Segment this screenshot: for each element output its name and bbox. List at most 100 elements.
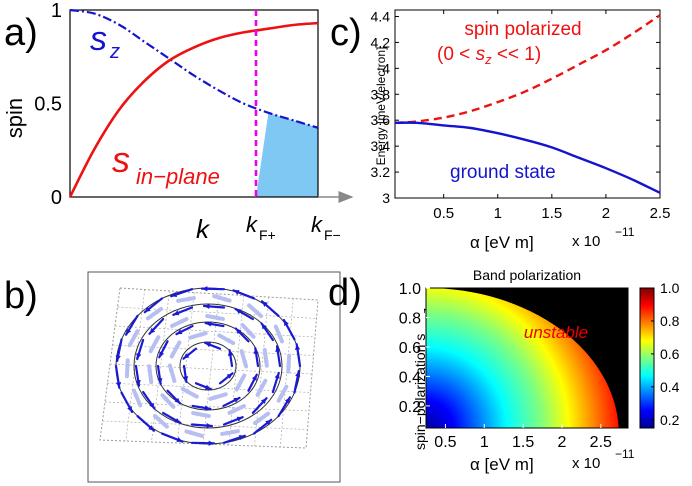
spin-arrow-head: [284, 397, 290, 404]
spin-arrow-faded-head: [227, 338, 234, 344]
xtick-kf-minus-sub: F−: [324, 227, 341, 243]
panel-b: b): [4, 271, 341, 483]
stable-region: [426, 288, 619, 428]
spin-arrow-head: [227, 350, 233, 356]
xtick-label-c: 0.5: [433, 205, 454, 222]
spin-arrow-head: [149, 402, 155, 409]
spin-arrow-faded-head: [133, 390, 139, 397]
series-label-sin-main: s: [112, 139, 130, 180]
ytick-label-a: 1: [51, 0, 62, 22]
panel-d: d) Band polarization spin−polarization s…: [328, 267, 680, 474]
ytick-label-d: 0.4: [399, 369, 421, 386]
spin-arrow-head: [159, 351, 165, 358]
spin-arrow-head: [260, 398, 267, 404]
annotation-spin-polarized: spin polarized (0 < sz << 1): [437, 19, 582, 67]
ytick-label-c: 3.6: [371, 112, 391, 128]
colorbar-tick-label: 0.4: [660, 379, 680, 395]
spin-arrow-head: [176, 329, 183, 335]
spin-arrow-head: [233, 397, 240, 403]
spin-arrow-head: [204, 303, 210, 310]
series-label-sin-sub: in−plane: [136, 164, 220, 189]
spin-arrow-faded-head: [210, 394, 217, 400]
spin-arrow-faded-head: [285, 366, 292, 372]
xtick-label-d: 2.5: [590, 434, 612, 451]
spin-arrow-head: [148, 425, 155, 431]
ylabel-d-main: spin−polarization s: [412, 334, 428, 450]
series-sin-line: [68, 21, 319, 198]
grid-line: [228, 295, 245, 446]
spin-arrow-head: [283, 320, 289, 326]
spin-arrow-head: [115, 382, 122, 388]
series-label-sz-sub: z: [109, 41, 120, 63]
spin-arrow-head: [204, 384, 211, 390]
spin-arrow-faded-head: [255, 417, 261, 423]
spin-arrow-head: [205, 321, 212, 327]
ytick-label-c: 3.8: [371, 86, 391, 102]
spin-arrow-head: [173, 310, 180, 316]
spin-arrow-faded-head: [147, 366, 153, 372]
ytick-label-c: 4: [382, 60, 390, 76]
spin-arrow-faded-head: [186, 430, 193, 436]
xtick-kf-plus-main: k: [246, 212, 258, 237]
ytick-label-d: 0.8: [399, 310, 421, 327]
colorbar-tick-label: 0.2: [660, 412, 680, 428]
spin-arrow-head: [294, 344, 301, 350]
spin-arrow-faded-head: [217, 315, 223, 321]
spin-arrow-faded-head: [188, 296, 194, 302]
ylabel-c: Energy [meV/electron]: [374, 47, 388, 166]
spin-arrow-head: [126, 328, 132, 335]
colorbar-tick-label: 0.8: [660, 313, 680, 329]
spin-arrow-head: [233, 289, 240, 295]
shaded-region: [256, 112, 318, 197]
spin-texture-plot: [99, 286, 319, 449]
x-exponent-d: x 10 −11: [572, 447, 635, 472]
spin-arrow-faded-head: [154, 415, 161, 422]
colorbar-bar: [639, 287, 655, 429]
series-label-sz: s z: [90, 20, 120, 63]
spin-arrow-head: [251, 374, 257, 381]
grid-line: [176, 292, 195, 444]
panel-label-c: c): [330, 12, 362, 54]
spin-arrow-faded-head: [162, 395, 169, 401]
spin-arrow-faded-head: [263, 360, 269, 366]
series-spin-polarized-line: [394, 14, 661, 124]
ytick-label-a: 0.5: [34, 94, 62, 116]
spin-arrow-faded-head: [199, 332, 206, 338]
spin-arrow-faded-head: [132, 331, 138, 338]
spin-arrow-head: [261, 323, 267, 330]
spin-arrow-faded-head: [277, 335, 283, 342]
spin-arrow-faded-head: [155, 309, 161, 315]
series-label-sin: s in−plane: [112, 139, 220, 189]
spin-arrow-faded-head: [229, 408, 236, 413]
xtick-label-d: 2: [558, 434, 567, 451]
xlabel-a: k: [196, 214, 211, 244]
spin-arrow-head: [176, 437, 183, 443]
xtick-label-d: 1: [480, 434, 489, 451]
ytick-label-d: 0.2: [399, 399, 421, 416]
colorbar-tick-label: 0.6: [660, 346, 680, 362]
spin-arrow-faded-head: [174, 342, 180, 349]
spin-arrow-head: [206, 422, 212, 429]
xtick-label-c: 2: [602, 205, 610, 222]
spin-arrow-head: [253, 348, 259, 354]
spin-arrow-head: [171, 292, 178, 297]
ytick-label-c: 3.2: [371, 164, 391, 180]
spin-arrow-faded-head: [182, 388, 189, 394]
series-sz-line: [69, 8, 319, 129]
grid-plane: [99, 287, 319, 449]
spin-arrow-head: [274, 372, 280, 379]
spin-arrow-head: [235, 328, 242, 335]
spin-arrow-head: [183, 353, 190, 359]
spin-arrow-head: [205, 342, 212, 348]
spin-arrow-head: [295, 371, 301, 377]
yticks-a: 00.51: [34, 0, 62, 209]
xtick-kf-minus-main: k: [311, 212, 323, 237]
ytick-label-a: 0: [51, 187, 62, 209]
spin-arrow-head: [157, 378, 163, 384]
spin-arrow-faded-head: [180, 319, 187, 324]
ylabel-a: spin: [2, 98, 27, 138]
x-exponent-d-power: −11: [615, 447, 635, 461]
ytick-label-c: 3.4: [371, 138, 391, 154]
ytick-label-c: 4.4: [371, 8, 391, 24]
spin-arrow-head: [261, 301, 268, 307]
